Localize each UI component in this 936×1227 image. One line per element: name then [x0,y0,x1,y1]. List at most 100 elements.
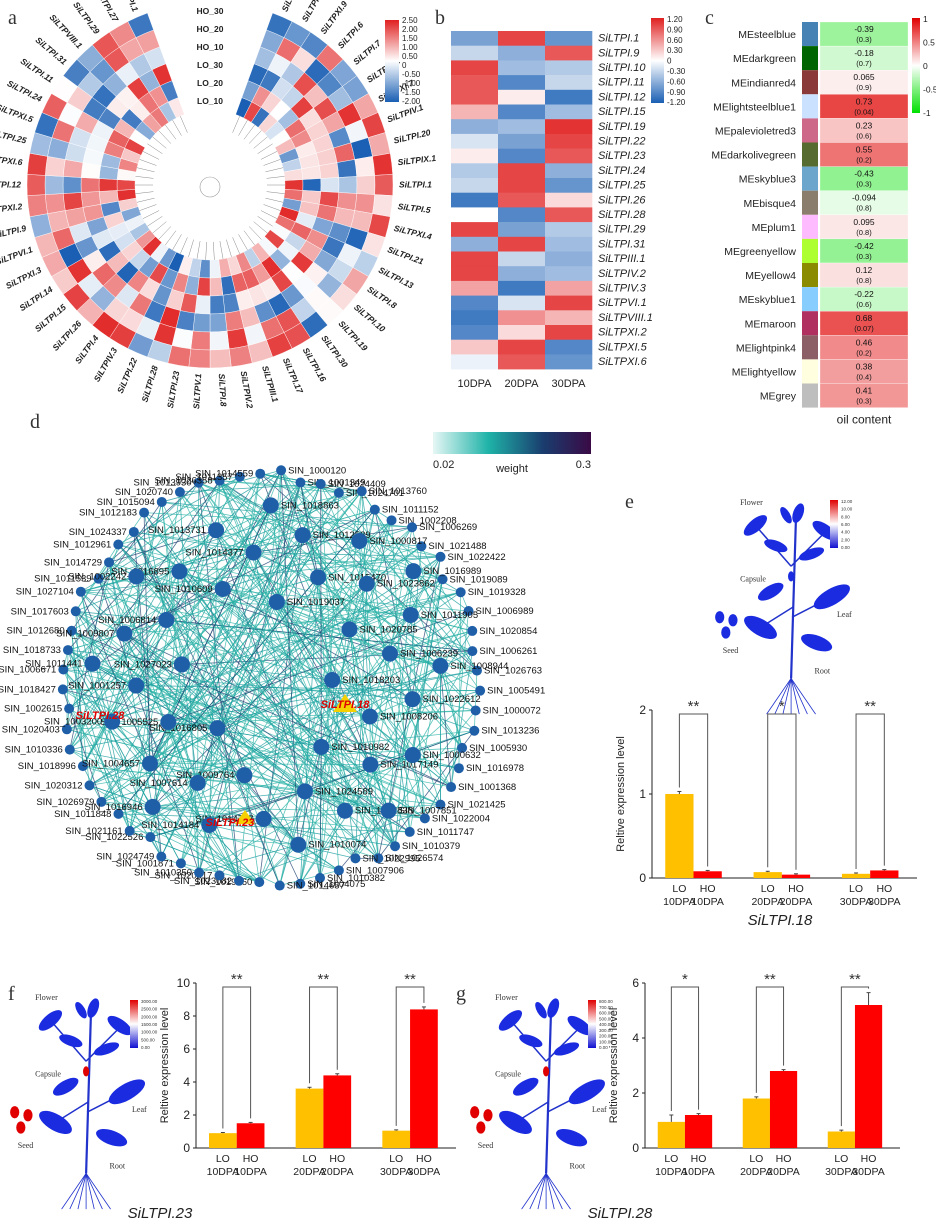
network-edge [198,482,303,536]
p-value: (0.3) [856,397,872,406]
gene-label: SiLTPI.1 [399,179,432,189]
module-swatch [802,238,818,263]
node-label: SIN_1006671 [0,664,56,675]
legend-tick: 1 [923,14,928,24]
node-label: SIN_1011357 [175,472,232,483]
heatmap-cell [545,60,593,76]
p-value: (0.3) [856,252,872,261]
network-edge [69,562,110,750]
network-node [145,832,156,843]
bar [410,1009,438,1148]
dendrogram-branch [265,197,284,203]
heatmap-cell [190,330,211,351]
tissue-legend-tick: 4.00 [841,530,850,535]
weight-max: 0.3 [576,459,591,471]
network-edge [198,482,371,765]
legend-tick: -1.00 [402,79,421,88]
dendrogram-branch [266,191,285,194]
highlight-gene-label: SiLTPI.23 [206,817,255,829]
network-edge [217,505,272,729]
y-tick-label: 6 [183,1042,190,1056]
node-label: SIN_1016805 [149,723,207,734]
gene-label: SiLTPXI.4 [393,223,433,242]
plant-stem [790,529,828,567]
gene-label: SiLTPI.31 [34,35,69,67]
heatmap-cell [545,104,593,120]
p-value: (0.3) [856,35,872,44]
node-label: SIN_1010379 [402,841,460,852]
network-edge [349,527,413,630]
tissue-legend-tick: 8.00 [841,514,850,519]
module-swatch [802,70,818,95]
p-value: (0.3) [856,180,872,189]
dendrogram-branch [260,210,278,219]
heatmap-cell [451,236,499,252]
network-edge [370,730,475,765]
significance-bracket [855,713,885,869]
plant-label-capsule: Capsule [495,1070,521,1079]
x-tick-label: 10DPA [234,1166,267,1178]
x-tick-label: LO [749,1153,763,1165]
column-label: 10DPA [457,378,492,390]
network-edge [389,630,473,655]
network-edge [319,491,363,878]
module-label: MEyellow4 [745,270,796,282]
y-tick-label: 2 [639,703,646,717]
network-edge [302,534,452,788]
x-tick-label: 10DPA [691,896,724,908]
plant-leaf [512,1077,539,1096]
correlation-cell [819,335,909,360]
x-tick-label: HO [876,883,892,895]
dendrogram-branch [172,119,182,136]
x-tick-label: HO [861,1153,877,1165]
gene-label: SiLTPI.17 [281,356,306,396]
correlation-cell [819,311,909,336]
heatmap-cell [498,119,546,135]
node-label: SIN_1020817 [154,870,212,881]
network-edge [349,629,379,859]
heatmap-cell [498,163,546,179]
x-tick-label: 10DPA [207,1166,240,1178]
x-tick-label: 20DPA [780,896,813,908]
heatmap-cell [498,89,546,105]
significance-bracket [840,986,870,1127]
network-edge [258,679,333,883]
plant-label-leaf: Leaf [592,1105,607,1114]
heatmap-cell [372,152,393,176]
heatmap-cell [498,354,546,370]
module-label: MElightpink4 [736,342,796,354]
tissue-legend-tick: 100.00 [599,1039,613,1044]
bar [742,1098,770,1148]
plant-root [790,678,816,715]
panel-label-a: a [8,7,17,29]
correlation-value: -0.39 [854,24,874,34]
heatmap-cell [228,345,253,367]
gene-label: SiLTPXI.2 [0,201,23,215]
row-label: SiLTPI.24 [598,165,646,177]
legend-tick: -1.50 [402,88,421,97]
legend-tick: -0.50 [402,70,421,79]
module-swatch [802,263,818,288]
weight-title: weight [495,463,528,475]
node-label: SIN_1024749 [96,852,154,863]
network-edge [217,728,281,886]
network-edge [369,670,478,717]
seed [470,1106,480,1119]
gene-label: SiLTPV.1 [191,373,203,409]
bar [841,873,871,878]
significance-mark: ** [849,971,861,988]
network-node [457,742,468,753]
plant-root [545,1173,555,1210]
network-edge [179,492,200,873]
network-node [390,841,401,852]
node-label: SIN_1018863 [281,500,339,511]
module-label: MEbisque4 [743,198,796,210]
network-edge [92,663,410,833]
network-node [407,522,418,533]
heatmap-cell [545,310,593,326]
heatmap-cell [498,222,546,238]
correlation-cell [819,286,909,312]
network-edge [361,490,478,671]
heatmap-cell [44,175,64,195]
x-tick-label: 30DPA [868,896,901,908]
